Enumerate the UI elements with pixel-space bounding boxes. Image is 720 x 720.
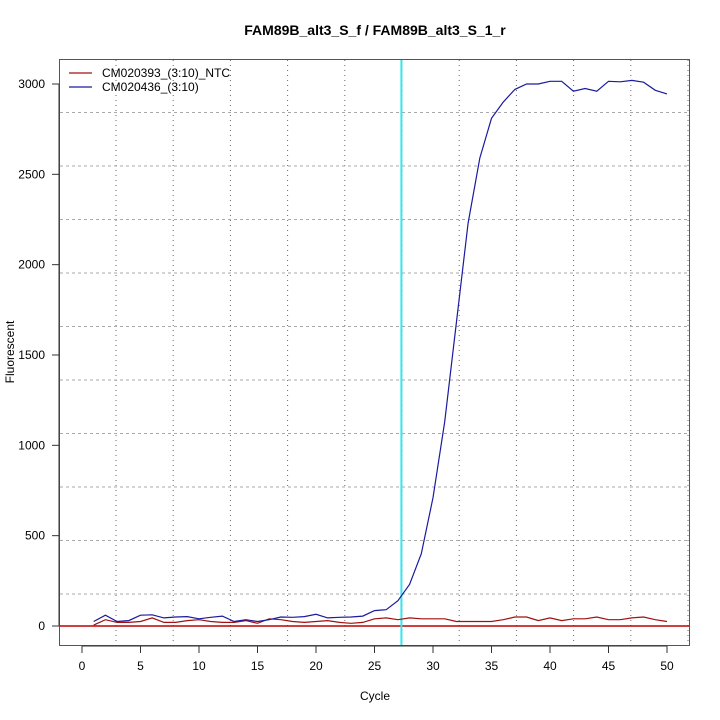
plot-frame: [59, 59, 690, 646]
y-tick-label: 500: [25, 529, 45, 543]
y-tick-label: 1500: [18, 348, 45, 362]
y-axis: 0 500 1000 1500 2000 2500 3000: [18, 77, 60, 633]
series-line-1: [93, 79, 668, 623]
grid: [60, 60, 689, 645]
y-tick-label: 3000: [18, 77, 45, 91]
y-tick-label: 2500: [18, 167, 45, 181]
legend-label: CM020436_(3:10): [102, 80, 199, 94]
chart-title: FAM89B_alt3_S_f / FAM89B_alt3_S_1_r: [244, 22, 506, 38]
x-tick-label: 50: [660, 659, 674, 673]
y-tick-label: 0: [38, 619, 45, 633]
x-tick-label: 35: [485, 659, 499, 673]
y-tick-label: 2000: [18, 258, 45, 272]
x-tick-label: 25: [368, 659, 382, 673]
y-tick-label: 1000: [18, 438, 45, 452]
x-tick-label: 0: [79, 659, 86, 673]
plot-marks: [60, 60, 689, 645]
x-tick-label: 30: [426, 659, 440, 673]
x-tick-label: 45: [602, 659, 616, 673]
x-tick-label: 20: [309, 659, 323, 673]
x-axis-label: Cycle: [360, 689, 390, 703]
y-axis-label: Fluorescent: [3, 320, 17, 383]
x-tick-label: 10: [192, 659, 206, 673]
legend-label: CM020393_(3:10)_NTC: [102, 66, 230, 80]
x-axis: 0 5 10 15 20 25 30 35 40 45 50: [79, 645, 674, 673]
series-line-0: [93, 616, 668, 626]
x-tick-label: 15: [251, 659, 265, 673]
x-tick-label: 5: [137, 659, 144, 673]
x-tick-label: 40: [543, 659, 557, 673]
